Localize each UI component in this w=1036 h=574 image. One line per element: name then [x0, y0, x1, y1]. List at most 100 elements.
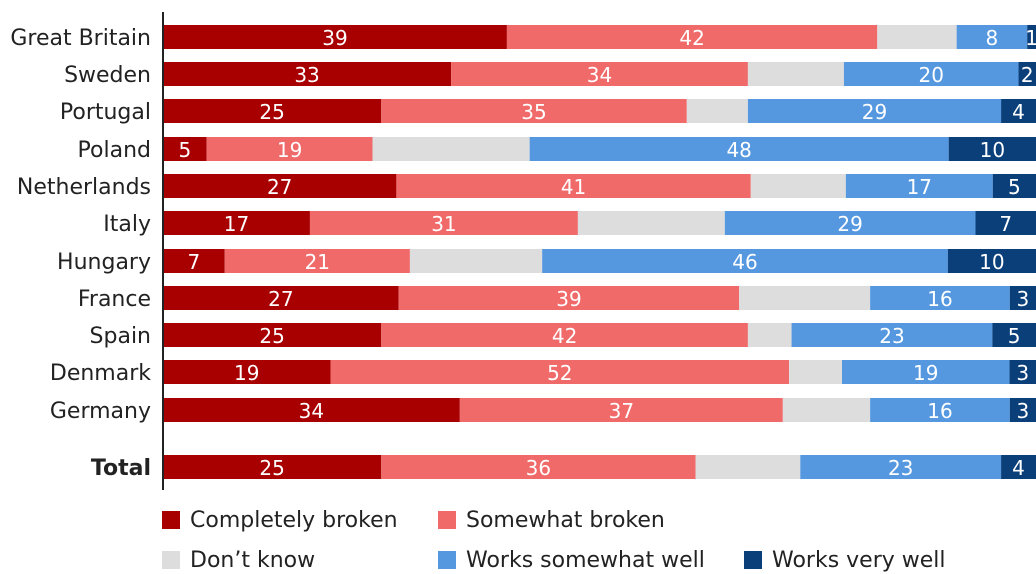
bar-works-somewhat-well-portugal — [747, 99, 1002, 123]
bar-works-very-well-hungary — [947, 249, 1036, 273]
data-label-completely-broken-spain: 25 — [259, 324, 284, 348]
category-label-great-britain: Great Britain — [10, 26, 151, 51]
legend-swatch-dont-know — [162, 551, 180, 569]
data-label-works-somewhat-well-france: 16 — [927, 287, 952, 311]
bar-works-somewhat-well-total — [800, 455, 1002, 479]
bar-completely-broken-denmark — [163, 360, 331, 384]
bar-somewhat-broken-portugal — [381, 99, 687, 123]
data-label-works-very-well-sweden: 2 — [1021, 63, 1034, 87]
bar-works-somewhat-well-great-britain — [956, 25, 1028, 49]
bar-don-t-know-france — [739, 286, 871, 310]
bar-somewhat-broken-hungary — [224, 249, 410, 273]
bar-don-t-know-germany — [782, 398, 871, 422]
bar-somewhat-broken-france — [398, 286, 740, 310]
legend-label-completely-broken: Completely broken — [190, 507, 398, 533]
data-label-completely-broken-netherlands: 27 — [267, 175, 292, 199]
bar-somewhat-broken-great-britain — [506, 25, 878, 49]
bar-works-very-well-portugal — [1001, 99, 1036, 123]
bar-don-t-know-denmark — [789, 360, 842, 384]
data-label-works-very-well-portugal: 4 — [1012, 100, 1025, 124]
data-label-somewhat-broken-denmark: 52 — [547, 361, 572, 385]
bar-somewhat-broken-total — [381, 455, 696, 479]
legend-label-works-somewhat-well: Works somewhat well — [466, 547, 705, 573]
bar-somewhat-broken-sweden — [451, 62, 748, 86]
category-label-denmark: Denmark — [50, 361, 151, 386]
bar-works-somewhat-well-italy — [724, 211, 976, 235]
bar-don-t-know-sweden — [747, 62, 844, 86]
data-label-works-very-well-great-britain: 1 — [1025, 26, 1036, 50]
bar-works-very-well-spain — [992, 323, 1036, 347]
data-label-completely-broken-italy: 17 — [224, 212, 249, 236]
data-label-works-somewhat-well-germany: 16 — [927, 399, 952, 423]
bar-don-t-know-netherlands — [750, 174, 846, 198]
bar-works-very-well-france — [1009, 286, 1036, 310]
category-label-portugal: Portugal — [60, 100, 151, 125]
bar-somewhat-broken-germany — [459, 398, 783, 422]
bar-somewhat-broken-poland — [206, 137, 373, 161]
data-label-completely-broken-great-britain: 39 — [322, 26, 347, 50]
category-label-france: France — [78, 287, 151, 312]
data-label-works-somewhat-well-great-britain: 8 — [986, 26, 999, 50]
data-label-works-somewhat-well-poland: 48 — [726, 138, 751, 162]
data-label-completely-broken-total: 25 — [259, 456, 284, 480]
bar-somewhat-broken-netherlands — [396, 174, 751, 198]
data-label-somewhat-broken-great-britain: 42 — [679, 26, 704, 50]
bar-works-very-well-denmark — [1009, 360, 1036, 384]
data-label-completely-broken-poland: 5 — [178, 138, 191, 162]
bar-works-very-well-germany — [1009, 398, 1036, 422]
data-label-completely-broken-denmark: 19 — [234, 361, 259, 385]
bar-works-very-well-netherlands — [992, 174, 1036, 198]
legend-item-somewhat-broken: Somewhat broken — [438, 506, 665, 534]
bar-somewhat-broken-denmark — [330, 360, 790, 384]
bar-works-somewhat-well-hungary — [542, 249, 948, 273]
bar-works-very-well-italy — [975, 211, 1036, 235]
data-label-works-somewhat-well-total: 23 — [888, 456, 913, 480]
data-label-works-very-well-france: 3 — [1017, 287, 1030, 311]
legend-label-somewhat-broken: Somewhat broken — [466, 507, 665, 533]
bar-don-t-know-portugal — [686, 99, 748, 123]
category-label-netherlands: Netherlands — [17, 175, 151, 200]
legend-label-works-very-well: Works very well — [772, 547, 946, 573]
data-label-works-very-well-total: 4 — [1012, 456, 1025, 480]
category-label-poland: Poland — [78, 138, 151, 163]
category-label-hungary: Hungary — [57, 250, 151, 275]
data-label-completely-broken-sweden: 33 — [294, 63, 319, 87]
data-label-works-somewhat-well-netherlands: 17 — [907, 175, 932, 199]
bar-works-somewhat-well-france — [870, 286, 1010, 310]
bar-completely-broken-netherlands — [163, 174, 397, 198]
bar-don-t-know-poland — [372, 137, 530, 161]
data-label-works-somewhat-well-portugal: 29 — [862, 100, 887, 124]
bar-works-very-well-total — [1001, 455, 1036, 479]
bar-completely-broken-france — [163, 286, 399, 310]
bar-somewhat-broken-italy — [309, 211, 578, 235]
bar-works-somewhat-well-spain — [791, 323, 993, 347]
bar-works-somewhat-well-germany — [870, 398, 1010, 422]
bar-don-t-know-italy — [577, 211, 725, 235]
legend-item-completely-broken: Completely broken — [162, 506, 398, 534]
data-label-works-somewhat-well-spain: 23 — [879, 324, 904, 348]
data-label-completely-broken-germany: 34 — [299, 399, 324, 423]
bar-works-somewhat-well-poland — [529, 137, 949, 161]
data-label-works-somewhat-well-hungary: 46 — [732, 250, 757, 274]
bar-completely-broken-italy — [163, 211, 310, 235]
bar-somewhat-broken-spain — [381, 323, 748, 347]
bar-completely-broken-germany — [163, 398, 460, 422]
data-label-works-somewhat-well-sweden: 20 — [919, 63, 944, 87]
data-label-works-very-well-netherlands: 5 — [1008, 175, 1021, 199]
bar-don-t-know-hungary — [409, 249, 543, 273]
legend-swatch-somewhat-broken — [438, 511, 456, 529]
data-label-completely-broken-france: 27 — [268, 287, 293, 311]
category-label-italy: Italy — [103, 212, 151, 237]
legend-swatch-works-somewhat-well — [438, 551, 456, 569]
bar-don-t-know-total — [695, 455, 801, 479]
category-label-total: Total — [91, 456, 151, 481]
data-label-works-somewhat-well-italy: 29 — [837, 212, 862, 236]
bar-works-very-well-great-britain — [1027, 25, 1036, 49]
bar-completely-broken-poland — [163, 137, 207, 161]
data-label-somewhat-broken-netherlands: 41 — [561, 175, 586, 199]
data-label-works-very-well-italy: 7 — [999, 212, 1012, 236]
data-label-completely-broken-hungary: 7 — [187, 250, 200, 274]
legend-item-works-very-well: Works very well — [744, 546, 946, 574]
bar-don-t-know-great-britain — [877, 25, 957, 49]
